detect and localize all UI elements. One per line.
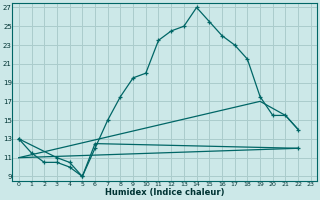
X-axis label: Humidex (Indice chaleur): Humidex (Indice chaleur) bbox=[105, 188, 225, 197]
